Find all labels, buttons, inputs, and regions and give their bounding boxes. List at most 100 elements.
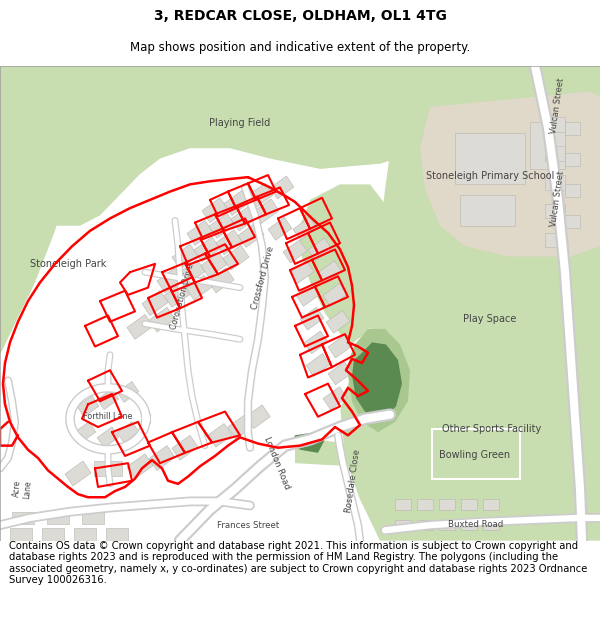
Polygon shape xyxy=(94,461,122,476)
Text: Forthill Lane: Forthill Lane xyxy=(83,412,133,421)
Text: Vulcan Street: Vulcan Street xyxy=(548,171,565,227)
Polygon shape xyxy=(127,314,153,339)
Polygon shape xyxy=(300,184,390,344)
Text: 3, REDCAR CLOSE, OLDHAM, OL1 4TG: 3, REDCAR CLOSE, OLDHAM, OL1 4TG xyxy=(154,9,446,23)
Bar xyxy=(106,528,128,541)
Polygon shape xyxy=(186,275,212,300)
Polygon shape xyxy=(296,284,320,306)
Polygon shape xyxy=(231,206,257,231)
Bar xyxy=(565,122,580,135)
Polygon shape xyxy=(405,360,580,489)
Polygon shape xyxy=(77,396,99,417)
Polygon shape xyxy=(223,245,249,270)
Text: Coronation Drive: Coronation Drive xyxy=(169,262,195,331)
Polygon shape xyxy=(247,183,273,208)
Polygon shape xyxy=(340,122,600,541)
Polygon shape xyxy=(127,454,153,479)
Text: Crossford Drive: Crossford Drive xyxy=(250,245,276,310)
Polygon shape xyxy=(149,308,175,332)
Polygon shape xyxy=(97,427,119,448)
Bar xyxy=(455,132,525,184)
Bar xyxy=(565,216,580,227)
Bar xyxy=(545,175,565,189)
Polygon shape xyxy=(326,310,350,333)
Text: Stoneleigh Park: Stoneleigh Park xyxy=(30,259,106,269)
Text: Vulcan Street: Vulcan Street xyxy=(548,78,565,135)
Polygon shape xyxy=(293,217,317,240)
Polygon shape xyxy=(201,253,227,278)
Polygon shape xyxy=(246,405,270,429)
Text: Stoneleigh Primary School: Stoneleigh Primary School xyxy=(426,171,554,181)
Bar xyxy=(432,429,520,479)
Polygon shape xyxy=(318,261,342,284)
Text: Other Sports Facility: Other Sports Facility xyxy=(442,424,542,434)
Polygon shape xyxy=(328,362,352,385)
Polygon shape xyxy=(270,176,294,199)
Bar xyxy=(545,146,565,161)
Polygon shape xyxy=(306,354,330,376)
Polygon shape xyxy=(295,438,390,468)
Text: Acre
Lane: Acre Lane xyxy=(11,479,32,499)
Bar xyxy=(395,520,411,530)
Polygon shape xyxy=(149,446,175,471)
Bar xyxy=(417,499,433,509)
Polygon shape xyxy=(194,237,220,262)
Polygon shape xyxy=(117,381,139,402)
Bar xyxy=(483,520,499,530)
Bar xyxy=(461,520,477,530)
Polygon shape xyxy=(323,284,347,306)
Polygon shape xyxy=(65,461,91,486)
Polygon shape xyxy=(328,335,352,358)
Bar xyxy=(439,499,455,509)
Bar xyxy=(545,233,565,248)
Polygon shape xyxy=(157,268,183,293)
Polygon shape xyxy=(164,282,190,308)
Polygon shape xyxy=(142,291,168,316)
Bar xyxy=(565,184,580,197)
Polygon shape xyxy=(0,66,80,355)
Polygon shape xyxy=(179,260,205,284)
Text: Bowling Green: Bowling Green xyxy=(439,450,511,460)
Polygon shape xyxy=(292,432,325,453)
Text: Buxted Road: Buxted Road xyxy=(448,520,503,529)
Polygon shape xyxy=(268,217,292,240)
Bar xyxy=(460,195,515,226)
Polygon shape xyxy=(323,387,347,409)
Bar xyxy=(483,499,499,509)
Polygon shape xyxy=(308,238,332,261)
Polygon shape xyxy=(97,389,119,409)
Bar xyxy=(565,153,580,166)
Polygon shape xyxy=(420,91,600,257)
Polygon shape xyxy=(208,268,234,293)
Polygon shape xyxy=(172,244,198,269)
Text: Play Space: Play Space xyxy=(463,314,517,324)
Bar xyxy=(545,204,565,219)
Polygon shape xyxy=(290,261,314,284)
Text: Playing Field: Playing Field xyxy=(209,118,271,127)
Bar xyxy=(439,520,455,530)
Bar xyxy=(47,512,69,524)
Text: Rosedale Close: Rosedale Close xyxy=(344,449,362,514)
Bar xyxy=(82,512,104,524)
Text: London Road: London Road xyxy=(262,436,292,491)
Polygon shape xyxy=(283,240,307,263)
Polygon shape xyxy=(202,198,228,222)
Polygon shape xyxy=(172,435,198,460)
Polygon shape xyxy=(209,213,235,238)
Polygon shape xyxy=(2,174,350,499)
Polygon shape xyxy=(117,422,139,442)
Bar xyxy=(74,528,96,541)
Polygon shape xyxy=(348,329,410,432)
Polygon shape xyxy=(74,422,96,442)
Polygon shape xyxy=(187,221,213,246)
Polygon shape xyxy=(352,342,402,419)
Polygon shape xyxy=(0,66,600,226)
Bar xyxy=(42,528,64,541)
Polygon shape xyxy=(238,222,264,248)
Text: Map shows position and indicative extent of the property.: Map shows position and indicative extent… xyxy=(130,41,470,54)
Polygon shape xyxy=(208,424,232,447)
Polygon shape xyxy=(224,191,250,216)
Bar xyxy=(417,520,433,530)
Bar xyxy=(545,118,565,132)
Bar xyxy=(530,122,565,169)
